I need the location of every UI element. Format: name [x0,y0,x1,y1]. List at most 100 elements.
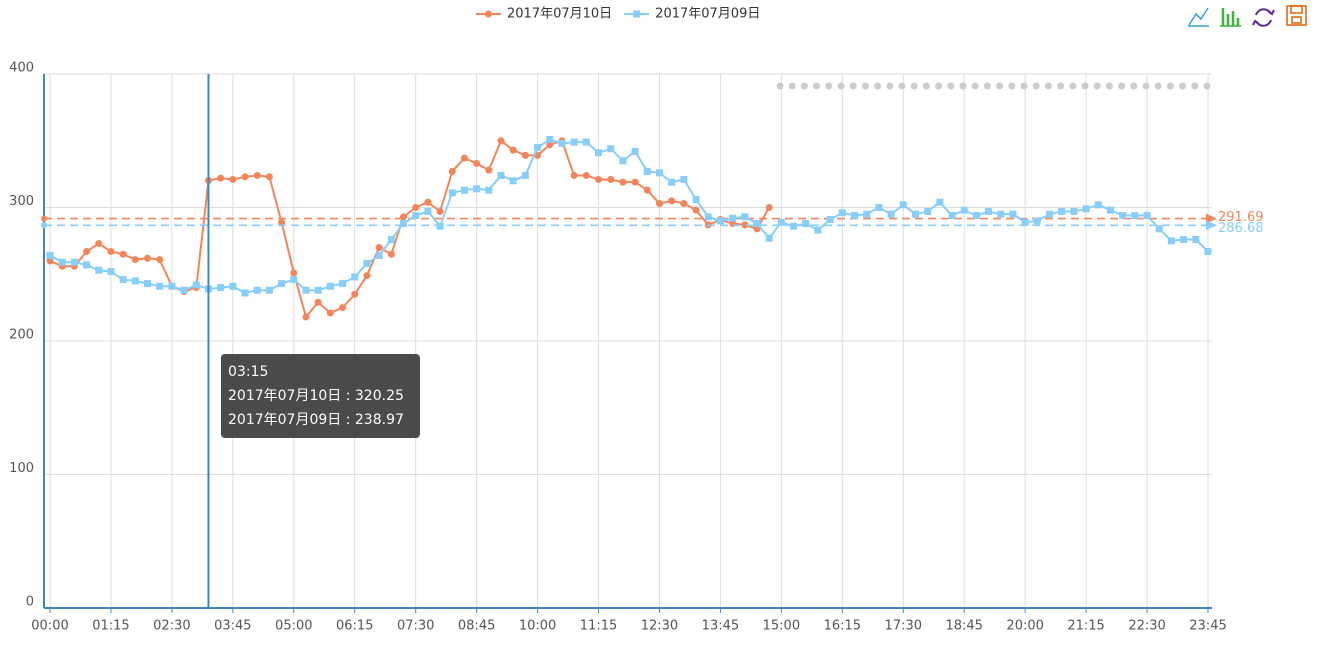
point [1009,210,1017,218]
point [265,173,273,181]
point [1021,218,1029,226]
average-start [41,222,47,229]
point [95,266,103,274]
point [936,198,944,206]
point [424,198,432,206]
zoom-dot [1118,82,1126,90]
restore-icon[interactable] [1252,8,1275,27]
point [290,276,298,284]
zoom-dot [1130,82,1138,90]
point [582,171,590,179]
point [1155,225,1163,233]
zoom-dot [922,82,930,90]
x-tick-label: 07:30 [397,619,434,634]
zoom-dot [1166,82,1174,90]
zoom-dot [800,82,808,90]
average-label: 286.68 [1218,221,1264,236]
line-icon[interactable] [1188,7,1209,26]
zoom-dot [971,82,979,90]
point [899,201,907,209]
point [107,268,115,276]
series-line [49,138,1209,294]
point [692,195,700,203]
point [485,10,492,18]
point [436,222,444,230]
zoom-dot [1142,82,1150,90]
bar-icon[interactable] [1220,8,1241,27]
point [1167,237,1175,245]
point [631,147,639,155]
point [863,210,871,218]
point [741,221,749,229]
point [326,282,334,290]
point [314,298,322,306]
point [607,175,615,183]
point [412,204,420,211]
tooltip-part: : [341,388,355,404]
zoom-dot [1105,82,1113,90]
point [485,166,493,174]
point [278,218,286,226]
tooltip: 03:15 2017年07月10日 : 320.25 2017年07月09日 : 2… [221,354,420,438]
point [1204,248,1212,256]
x-tick-label: 12:30 [641,619,678,634]
point [1094,201,1102,209]
point [619,178,627,186]
point [363,272,371,280]
tooltip-title: 03:15 [228,364,268,380]
x-tick-label: 10:00 [519,619,556,634]
zoom-dot [1154,82,1162,90]
point [680,175,688,183]
tooltip-part: 2017年07月09日 [228,412,341,428]
point [339,304,347,312]
tooltip-row: 2017年07月10日 : 320.25 [228,388,404,404]
point [985,208,993,216]
point [217,284,225,292]
point [119,276,127,284]
point [241,289,249,297]
point [802,220,810,228]
point [119,250,127,258]
x-tick-label: 21:15 [1067,619,1104,634]
point [1106,206,1114,214]
point [631,178,639,186]
zoom-dot [1020,82,1028,90]
zoom-dot [1203,82,1211,90]
zoom-dot [788,82,796,90]
point [229,175,237,183]
point [131,256,139,264]
tooltip-part: : [341,412,355,428]
legend-label: 2017年07月09日 [655,7,760,22]
x-tick-label: 13:45 [702,619,739,634]
point [253,286,261,294]
point [436,208,444,216]
point [729,214,737,222]
point [997,210,1005,218]
point [924,208,932,216]
point [643,186,651,194]
point [704,213,712,221]
x-tick-label: 02:30 [153,619,190,634]
tooltip-part: 238.97 [355,412,404,428]
point [473,185,481,193]
point [692,206,700,214]
save-icon[interactable] [1286,5,1307,26]
x-tick-label: 00:00 [31,619,68,634]
point [655,199,663,207]
x-tick-label: 16:15 [824,619,861,634]
point [680,199,688,207]
x-tick-label: 03:45 [214,619,251,634]
point [546,135,554,143]
point [741,213,749,221]
point [655,169,663,177]
toolbox[interactable] [1188,5,1307,27]
point [192,281,200,289]
point [131,277,139,285]
legend[interactable]: 2017年07月10日 2017年07月09日 [476,7,760,22]
x-tick-label: 06:15 [336,619,373,634]
point [448,167,456,175]
x-tick-label: 18:45 [945,619,982,634]
point [375,252,383,260]
point [46,257,54,265]
